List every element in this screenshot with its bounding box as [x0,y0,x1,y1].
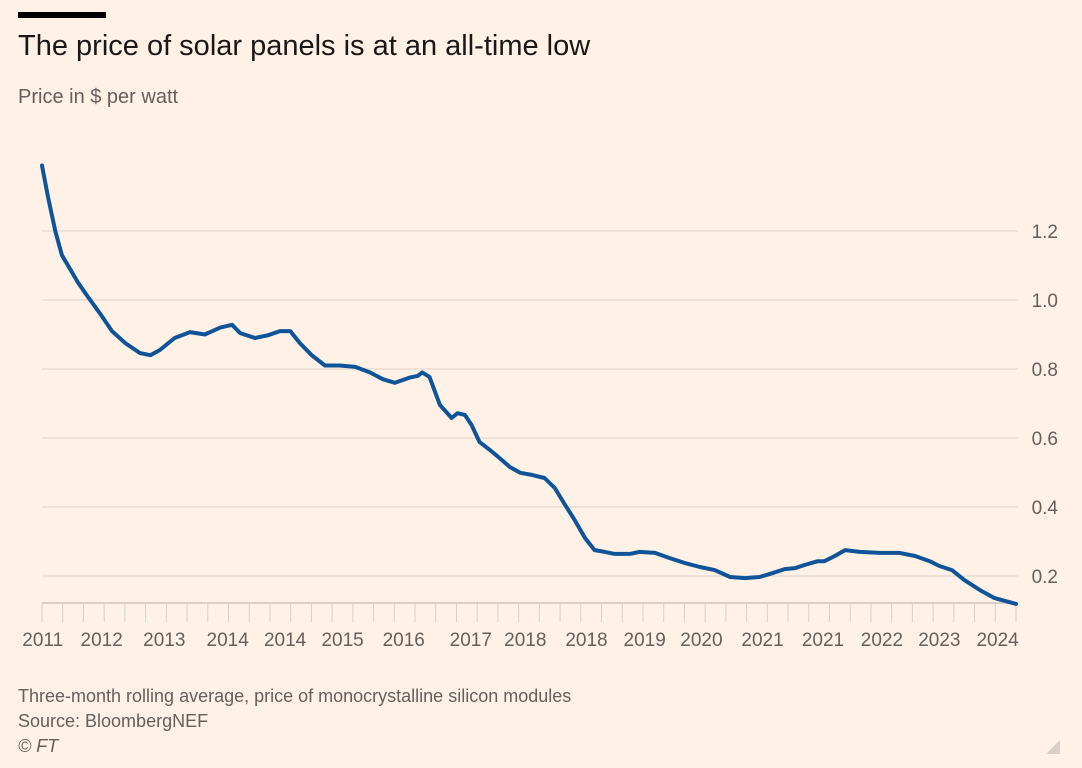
x-tick-label: 2021 [741,630,783,651]
y-tick-label: 0.2 [1032,567,1058,588]
x-tick-label: 2022 [861,630,903,651]
y-tick-label: 1.0 [1032,291,1058,312]
x-tick-label: 2019 [624,630,666,651]
x-tick-label: 2017 [450,630,492,651]
chart-note: Three-month rolling average, price of mo… [18,686,572,706]
chart-source: Source: BloombergNEF [18,711,209,731]
ft-brand-bar [18,12,106,18]
x-tick-label: 2023 [918,630,960,651]
x-tick-label: 2018 [565,630,607,651]
x-tick-label: 2011 [22,630,63,651]
x-tick-label: 2012 [81,630,123,651]
price-line [40,163,1018,606]
x-tick-label: 2016 [383,630,425,651]
x-tick-label: 2013 [143,630,185,651]
x-tick-label: 2014 [264,630,307,651]
resize-corner-icon [1046,740,1060,754]
x-tick-label: 2021 [802,630,844,651]
x-tick-label: 2024 [976,630,1019,651]
x-tick-label: 2014 [207,630,250,651]
y-tick-label: 0.8 [1032,360,1058,381]
copyright: © FT [18,736,59,756]
y-tick-label: 0.6 [1032,429,1058,450]
y-tick-label: 1.2 [1032,222,1058,243]
y-tick-label: 0.4 [1032,498,1059,519]
x-tick-label: 2018 [504,630,546,651]
chart-title: The price of solar panels is at an all-t… [18,30,591,62]
x-tick-label: 2015 [321,630,363,651]
chart-subtitle: Price in $ per watt [18,86,179,108]
x-tick-label: 2020 [680,630,722,651]
